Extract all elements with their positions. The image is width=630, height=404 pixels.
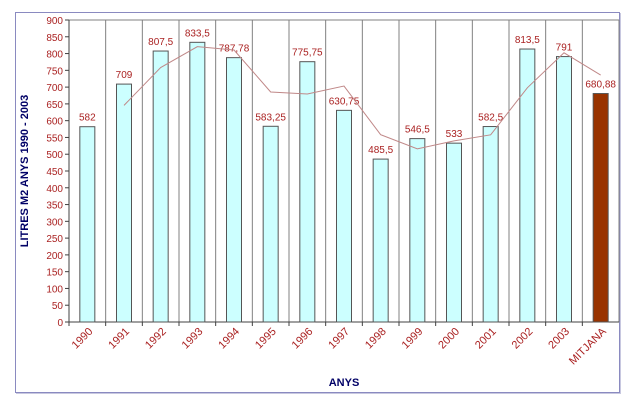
y-axis-title: LITRES M2 ANYS 1990 - 2003 <box>19 95 31 247</box>
y-tick-label: 750 <box>46 66 63 77</box>
x-tick-label: 1991 <box>106 326 132 352</box>
x-tick-label: 2000 <box>436 326 462 352</box>
data-label: 485,5 <box>368 145 393 156</box>
y-tick-label: 250 <box>46 234 63 245</box>
y-tick-label: 600 <box>46 117 63 128</box>
x-tick-label: 1994 <box>216 326 242 352</box>
x-axis-title: ANYS <box>329 377 360 389</box>
x-tick-label: 1995 <box>253 326 279 352</box>
data-label: 833,5 <box>185 28 210 39</box>
bar-1999 <box>409 138 426 323</box>
x-tick-label: 1996 <box>290 326 316 352</box>
y-tick-label: 850 <box>46 33 63 44</box>
bar-1995 <box>262 125 279 323</box>
y-tick-label: 800 <box>46 50 63 61</box>
x-tick-label: 1998 <box>363 326 389 352</box>
y-tick-label: 650 <box>46 100 63 111</box>
x-tick-label: 2002 <box>510 326 536 352</box>
bar-1991 <box>116 83 132 323</box>
data-label: 533 <box>446 129 463 140</box>
data-label: 813,5 <box>515 35 540 46</box>
y-tick-label: 0 <box>57 318 63 329</box>
y-tick-label: 350 <box>46 201 63 212</box>
x-tick-label: 1992 <box>143 326 169 352</box>
data-label: 583,25 <box>255 112 286 123</box>
y-tick-label: 300 <box>46 217 63 228</box>
bar-1998 <box>372 158 389 323</box>
bar-2003 <box>556 56 572 323</box>
x-tick-label: 1990 <box>70 326 96 352</box>
y-tick-label: 50 <box>52 301 64 312</box>
data-label: 787,78 <box>219 44 250 55</box>
bar-2000 <box>446 142 462 323</box>
bar-1997 <box>336 109 352 323</box>
data-label: 582,5 <box>478 113 503 124</box>
data-label: 709 <box>116 70 133 81</box>
bar-1990 <box>79 126 96 323</box>
y-tick-label: 550 <box>46 133 63 144</box>
bar-2001 <box>482 126 499 323</box>
x-tick-label: 2001 <box>473 326 499 352</box>
bar-mitjana <box>592 93 609 323</box>
y-tick-label: 500 <box>46 150 63 161</box>
data-label: 775,75 <box>292 48 323 59</box>
x-tick-label: 1999 <box>400 326 426 352</box>
y-tick-label: 700 <box>46 83 63 94</box>
y-tick-label: 400 <box>46 184 63 195</box>
x-tick-label: 2003 <box>546 326 572 352</box>
bar-1992 <box>152 50 169 323</box>
data-label: 680,88 <box>585 80 616 91</box>
y-tick-label: 150 <box>46 268 63 279</box>
y-tick-label: 900 <box>46 16 63 27</box>
trendline <box>123 46 601 150</box>
bar-1996 <box>299 61 316 323</box>
y-tick-label: 100 <box>46 284 63 295</box>
data-label: 630,75 <box>329 96 360 107</box>
data-label: 807,5 <box>148 37 173 48</box>
bar-2002 <box>519 48 536 323</box>
x-tick-label: 1997 <box>326 326 352 352</box>
y-tick-label: 450 <box>46 167 63 178</box>
x-tick-label: 1993 <box>180 326 206 352</box>
x-tick-label: MITJANA <box>567 325 609 367</box>
data-label: 546,5 <box>405 125 430 136</box>
data-label: 582 <box>79 113 96 124</box>
bar-1994 <box>226 57 242 323</box>
data-label: 791 <box>556 43 573 54</box>
y-tick-label: 200 <box>46 251 63 262</box>
bar-1993 <box>189 41 206 323</box>
